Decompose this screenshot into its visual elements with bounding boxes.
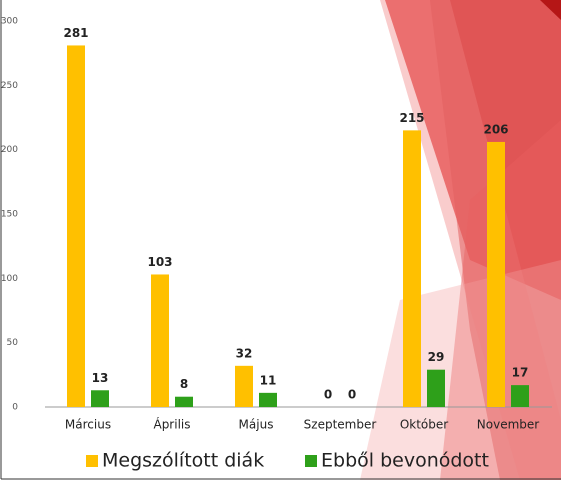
bar bbox=[259, 392, 277, 407]
y-tick-label: 50 bbox=[7, 338, 19, 348]
y-tick-label: 300 bbox=[1, 17, 18, 27]
bar bbox=[67, 45, 85, 408]
x-tick-label: Szeptember bbox=[304, 418, 377, 432]
data-label: 0 bbox=[348, 388, 356, 402]
x-tick-label: Március bbox=[65, 418, 111, 432]
data-label: 206 bbox=[483, 122, 508, 136]
y-tick-label: 150 bbox=[1, 210, 18, 220]
x-tick-label: November bbox=[477, 418, 539, 432]
legend-swatch bbox=[86, 455, 98, 467]
data-label: 13 bbox=[92, 371, 109, 385]
legend-label: Ebből bevonódott bbox=[321, 450, 489, 472]
bar bbox=[235, 365, 253, 407]
x-tick-label: Április bbox=[153, 417, 190, 432]
data-label: 215 bbox=[399, 111, 424, 125]
y-tick-label: 100 bbox=[1, 274, 18, 284]
y-tick-label: 250 bbox=[1, 81, 18, 91]
data-label: 17 bbox=[512, 366, 529, 380]
bar bbox=[175, 396, 193, 407]
bar bbox=[151, 274, 169, 407]
data-label: 103 bbox=[147, 255, 172, 269]
bar bbox=[487, 141, 505, 408]
data-label: 32 bbox=[236, 346, 253, 360]
bar bbox=[91, 390, 109, 407]
data-label: 11 bbox=[260, 373, 277, 387]
data-label: 29 bbox=[428, 350, 445, 364]
data-label: 8 bbox=[180, 377, 188, 391]
legend-swatch bbox=[305, 455, 317, 467]
data-label: 281 bbox=[63, 26, 88, 40]
bar bbox=[427, 369, 445, 407]
data-label: 0 bbox=[324, 388, 332, 402]
background-decoration bbox=[360, 0, 561, 480]
x-tick-label: Október bbox=[400, 418, 448, 432]
bar bbox=[403, 130, 421, 407]
x-tick-label: Május bbox=[239, 418, 274, 432]
legend-label: Megszólított diák bbox=[102, 450, 264, 472]
y-tick-label: 200 bbox=[1, 145, 18, 155]
y-tick-label: 0 bbox=[12, 403, 18, 413]
bar bbox=[511, 385, 529, 407]
